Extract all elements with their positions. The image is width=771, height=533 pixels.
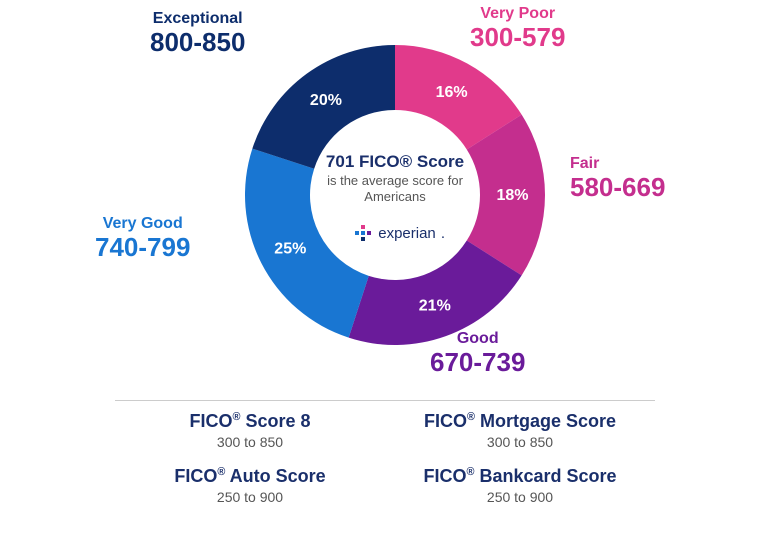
fico-infographic: 16% 18% 21% 25% 20% 701 FICO® Score is the av… bbox=[0, 0, 771, 533]
score-type-range: 300 to 850 bbox=[115, 434, 385, 450]
segment-label-exceptional: Exceptional800-850 bbox=[150, 10, 245, 56]
segment-label-very-poor: Very Poor300-579 bbox=[470, 5, 565, 51]
pct-label: 25% bbox=[274, 240, 306, 257]
donut-svg: 16% 18% 21% 25% 20% 701 FICO® Score is the av… bbox=[245, 45, 545, 345]
score-type-row: FICO® Score 8300 to 850FICO® Mortgage Sc… bbox=[115, 401, 655, 456]
score-type-range: 250 to 900 bbox=[115, 489, 385, 505]
donut-chart-area: 16% 18% 21% 25% 20% 701 FICO® Score is the av… bbox=[0, 0, 771, 400]
center-sub2: Americans bbox=[364, 189, 426, 204]
score-type-cell: FICO® Mortgage Score 300 to 850 bbox=[385, 401, 655, 456]
segment-range: 300-579 bbox=[470, 23, 565, 52]
segment-name: Very Good bbox=[95, 215, 190, 233]
segment-range: 740-799 bbox=[95, 233, 190, 262]
score-type-range: 300 to 850 bbox=[385, 434, 655, 450]
brand-text: experian bbox=[378, 225, 436, 242]
score-type-title: FICO® Auto Score bbox=[115, 466, 385, 487]
segment-name: Exceptional bbox=[150, 10, 245, 28]
score-type-row: FICO® Auto Score250 to 900FICO® Bankcard… bbox=[115, 456, 655, 511]
center-title: 701 FICO® Score bbox=[326, 152, 464, 171]
pct-label: 20% bbox=[310, 92, 342, 109]
segment-range: 800-850 bbox=[150, 28, 245, 57]
score-type-cell: FICO® Score 8 300 to 850 bbox=[115, 401, 385, 456]
pct-label: 18% bbox=[496, 187, 528, 204]
segment-name: Good bbox=[430, 330, 525, 348]
segment-label-fair: Fair580-669 bbox=[570, 155, 665, 201]
center-sub1: is the average score for bbox=[327, 173, 464, 188]
score-type-cell: FICO® Auto Score 250 to 900 bbox=[115, 456, 385, 511]
pct-label: 21% bbox=[419, 298, 451, 315]
score-types-table: FICO® Score 8300 to 850FICO® Mortgage Sc… bbox=[115, 400, 655, 511]
score-type-title: FICO® Score 8 bbox=[115, 411, 385, 432]
segment-label-very-good: Very Good740-799 bbox=[95, 215, 190, 261]
score-type-title: FICO® Mortgage Score bbox=[385, 411, 655, 432]
score-type-cell: FICO® Bankcard Score 250 to 900 bbox=[385, 456, 655, 511]
segment-label-good: Good670-739 bbox=[430, 330, 525, 376]
segment-range: 670-739 bbox=[430, 348, 525, 377]
score-type-title: FICO® Bankcard Score bbox=[385, 466, 655, 487]
segment-name: Very Poor bbox=[470, 5, 565, 23]
pct-label: 16% bbox=[436, 84, 468, 101]
segment-name: Fair bbox=[570, 155, 665, 173]
svg-text:.: . bbox=[441, 225, 445, 242]
experian-logo: experian. bbox=[355, 225, 445, 242]
segment-range: 580-669 bbox=[570, 173, 665, 202]
score-type-range: 250 to 900 bbox=[385, 489, 655, 505]
